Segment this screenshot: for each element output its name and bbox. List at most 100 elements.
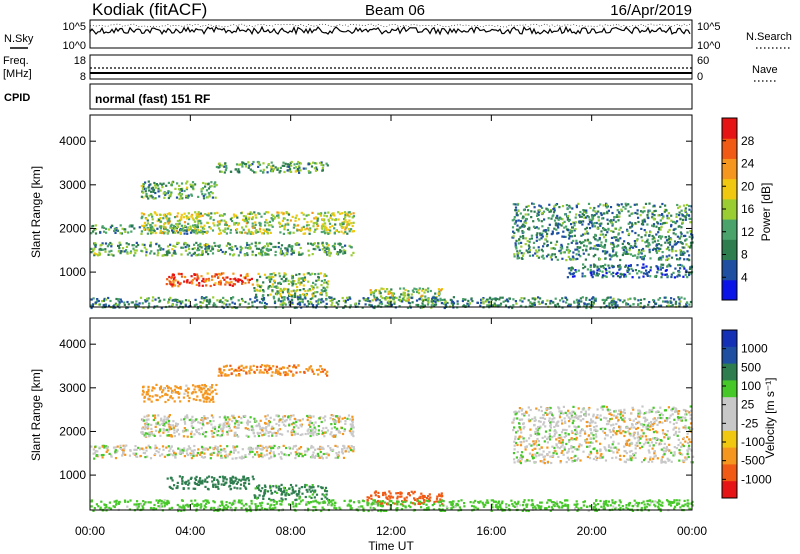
echo-cell xyxy=(237,299,240,302)
echo-cell xyxy=(165,418,169,421)
echo-cell xyxy=(207,212,210,215)
echo-cell xyxy=(288,424,291,427)
echo-cell xyxy=(330,423,333,426)
echo-cell xyxy=(573,300,576,303)
echo-cell xyxy=(182,216,185,219)
echo-cell xyxy=(262,281,265,284)
echo-cell xyxy=(312,225,315,228)
echo-cell xyxy=(201,251,204,254)
echo-cell xyxy=(561,297,564,300)
echo-cell xyxy=(292,366,295,369)
echo-cell xyxy=(187,387,190,390)
echo-cell xyxy=(651,216,654,219)
echo-cell xyxy=(306,450,309,453)
echo-cell xyxy=(638,276,641,279)
echo-cell xyxy=(552,208,555,211)
echo-cell xyxy=(286,250,289,253)
echo-cell xyxy=(279,169,282,173)
echo-cell xyxy=(285,419,288,422)
echo-cell xyxy=(328,254,331,257)
echo-cell xyxy=(212,419,215,423)
echo-cell xyxy=(270,285,273,288)
echo-cell xyxy=(515,302,518,305)
echo-cell xyxy=(679,218,682,221)
echo-cell xyxy=(262,168,265,171)
echo-cell xyxy=(327,280,330,283)
echo-cell xyxy=(322,219,326,222)
echo-cell xyxy=(622,252,625,255)
echo-cell xyxy=(159,419,163,422)
echo-cell xyxy=(537,296,540,299)
echo-cell xyxy=(202,227,206,230)
echo-cell xyxy=(688,272,691,275)
echo-cell xyxy=(616,245,619,248)
echo-cell xyxy=(197,244,200,247)
echo-cell xyxy=(401,297,405,300)
echo-cell xyxy=(642,275,645,278)
echo-cell xyxy=(329,433,332,436)
echo-cell xyxy=(562,300,565,303)
echo-cell xyxy=(512,230,515,233)
echo-cell xyxy=(209,398,212,401)
echo-cell xyxy=(314,421,317,424)
echo-cell xyxy=(328,222,332,225)
echo-cell xyxy=(149,231,152,234)
echo-cell xyxy=(186,394,189,397)
echo-cell xyxy=(535,236,539,239)
echo-cell xyxy=(172,420,175,423)
echo-cell xyxy=(593,225,597,228)
echo-cell xyxy=(144,424,147,427)
echo-cell xyxy=(235,369,239,372)
echo-cell xyxy=(267,224,270,227)
echo-cell xyxy=(123,303,126,306)
echo-cell xyxy=(629,253,633,256)
echo-cell xyxy=(221,475,224,478)
echo-cell xyxy=(205,400,208,403)
echo-cell xyxy=(225,455,228,458)
echo-cell xyxy=(143,400,146,403)
echo-cell xyxy=(192,187,195,190)
echo-cell xyxy=(171,229,174,232)
echo-cell xyxy=(582,220,585,223)
echo-cell xyxy=(332,212,335,215)
echo-cell xyxy=(218,368,221,371)
echo-cell xyxy=(315,162,318,165)
echo-cell xyxy=(603,246,606,249)
echo-cell xyxy=(98,251,101,254)
echo-cell xyxy=(244,246,247,249)
echo-cell xyxy=(219,248,223,251)
echo-cell xyxy=(614,227,618,230)
echo-cell xyxy=(255,447,259,450)
echo-cell xyxy=(564,296,567,299)
echo-cell xyxy=(212,483,215,486)
echo-cell xyxy=(275,434,278,437)
echo-cell xyxy=(612,230,615,233)
echo-cell xyxy=(309,273,312,276)
echo-cell xyxy=(330,304,333,307)
echo-cell xyxy=(192,218,195,221)
echo-cell xyxy=(294,366,298,369)
echo-cell xyxy=(253,226,256,229)
echo-cell xyxy=(513,255,516,258)
echo-cell xyxy=(652,225,655,228)
echo-cell xyxy=(168,414,171,417)
echo-cell xyxy=(248,244,251,247)
echo-cell xyxy=(288,165,291,168)
echo-cell xyxy=(619,299,622,302)
echo-cell xyxy=(150,430,153,434)
echo-cell xyxy=(220,448,223,451)
echo-cell xyxy=(439,289,443,292)
echo-cell xyxy=(647,244,650,248)
echo-cell xyxy=(205,189,209,192)
echo-cell xyxy=(617,265,620,268)
echo-cell xyxy=(95,253,98,256)
echo-cell xyxy=(566,216,569,219)
echo-cell xyxy=(316,301,319,304)
echo-cell xyxy=(142,419,146,422)
echo-cell xyxy=(296,289,299,292)
echo-cell xyxy=(289,168,292,171)
echo-cell xyxy=(310,456,313,459)
echo-cell xyxy=(673,240,677,243)
echo-cell xyxy=(611,211,614,215)
echo-cell xyxy=(190,280,193,283)
